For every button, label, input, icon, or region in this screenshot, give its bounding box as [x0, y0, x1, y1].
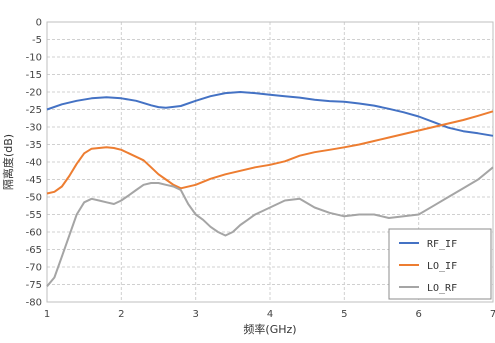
y-tick-label: -55: [26, 210, 42, 221]
x-tick-label: 4: [267, 309, 273, 320]
y-tick-label: -45: [26, 175, 42, 186]
y-tick-label: -30: [26, 123, 42, 134]
y-tick-label: -60: [26, 228, 42, 239]
x-tick-label: 1: [44, 309, 50, 320]
y-axis-ticks: 0 -5 -10 -15 -20 -25 -30 -35 -40 -45 -50 -55 -60 -65 -…: [26, 18, 42, 309]
plot-frame: [46, 21, 494, 303]
x-tick-label: 2: [118, 309, 124, 320]
y-tick-label: -80: [26, 298, 42, 309]
y-tick-label: -35: [26, 140, 42, 151]
legend-label: LO_IF: [427, 261, 457, 272]
y-tick-label: -10: [26, 53, 42, 64]
y-tick-label: -65: [26, 245, 42, 256]
series-line-rf-if: [46, 91, 494, 137]
y-tick-label: -15: [26, 70, 42, 81]
legend: RF_IF LO_IF LO_RF: [388, 228, 492, 300]
y-tick-label: -40: [26, 158, 42, 169]
series-line-lo-if: [46, 110, 494, 195]
y-tick-label: -70: [26, 263, 42, 274]
legend-label: LO_RF: [427, 283, 457, 294]
x-tick-label: 7: [490, 309, 495, 320]
y-tick-label: -75: [26, 280, 42, 291]
y-tick-label: 0: [36, 18, 42, 29]
x-tick-label: 5: [341, 309, 347, 320]
series-line-lo-rf: [46, 166, 494, 287]
y-axis-title: 隔离度(dB): [1, 134, 15, 190]
x-tick-label: 6: [415, 309, 421, 320]
y-tick-label: -5: [32, 35, 42, 46]
x-axis-title: 频率(GHz): [243, 322, 296, 336]
legend-label: RF_IF: [427, 239, 457, 250]
series-lines: [46, 91, 494, 287]
x-axis-ticks: 1 2 3 4 5 6 7: [44, 309, 495, 320]
x-tick-label: 3: [192, 309, 198, 320]
y-tick-label: -50: [26, 193, 42, 204]
y-tick-label: -20: [26, 88, 42, 99]
y-tick-label: -25: [26, 105, 42, 116]
